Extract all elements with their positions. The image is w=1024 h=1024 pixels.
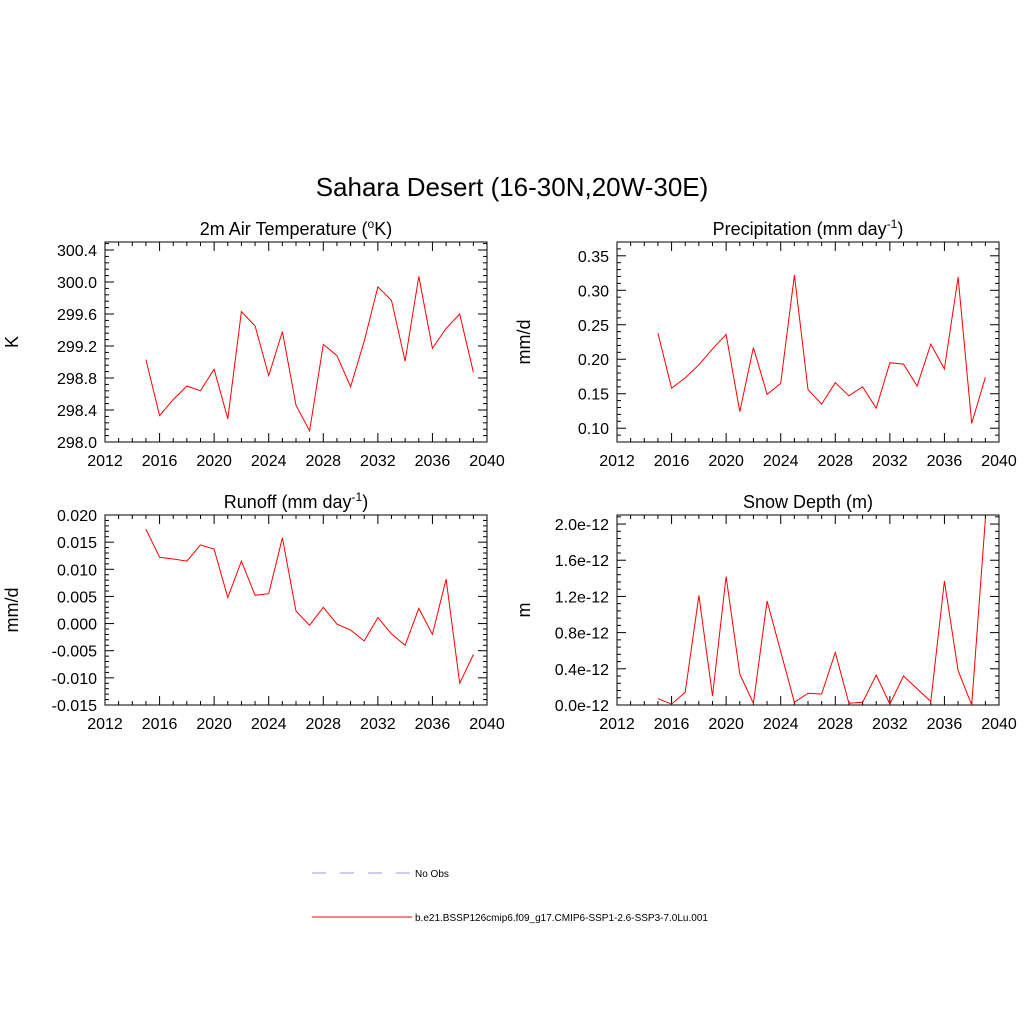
- precipitation-ytick-label: 0.20: [578, 352, 609, 369]
- air-temperature-xtick-label: 2016: [142, 453, 178, 470]
- panel-precipitation: Precipitation (mm day-1) mm/d 2012 2016 2020…: [514, 217, 1017, 470]
- figure-title: Sahara Desert (16-30N,20W-30E): [316, 172, 709, 202]
- runoff-ytick-label: -0.010: [52, 671, 97, 688]
- snow-depth-xtick-label: 2024: [763, 716, 799, 733]
- runoff-xtick-label: 2032: [360, 716, 396, 733]
- air-temperature-xtick-label: 2024: [251, 453, 287, 470]
- precipitation-xtick-label: 2012: [599, 453, 635, 470]
- snow-depth-ytick-label: 2.0e-12: [555, 517, 609, 534]
- runoff-ytick-label: 0.020: [57, 508, 97, 525]
- precipitation-ytick-label: 0.25: [578, 318, 609, 335]
- runoff-ytick-label: 0.015: [57, 535, 97, 552]
- air-temperature-xtick-label: 2012: [87, 453, 123, 470]
- runoff-xtick-label: 2040: [469, 716, 505, 733]
- snow-depth-ytick-label: 0.4e-12: [555, 662, 609, 679]
- runoff-xtick-label: 2036: [415, 716, 451, 733]
- runoff-xtick-label: 2020: [196, 716, 232, 733]
- precipitation-title: Precipitation (mm day-1): [713, 217, 904, 239]
- panel-air-temperature: 2m Air Temperature (oK) K 2012 2016 2020 2024…: [2, 217, 505, 470]
- runoff-ytick-label: 0.000: [57, 617, 97, 634]
- air-temperature-xtick-label: 2020: [196, 453, 232, 470]
- air-temperature-ytick-label: 300.4: [57, 243, 97, 260]
- precipitation-ytick-label: 0.35: [578, 249, 609, 266]
- snow-depth-xtick-label: 2016: [654, 716, 690, 733]
- air-temperature-ylabel: K: [2, 336, 22, 348]
- runoff-ylabel: mm/d: [2, 588, 22, 633]
- snow-depth-ylabel: m: [514, 603, 534, 618]
- snow-depth-ytick-label: 0.0e-12: [555, 698, 609, 715]
- precipitation-xtick-label: 2036: [927, 453, 963, 470]
- precipitation-xtick-label: 2040: [981, 453, 1017, 470]
- runoff-ytick-label: 0.005: [57, 589, 97, 606]
- air-temperature-series-line: [145, 276, 474, 433]
- precipitation-ytick-label: 0.15: [578, 387, 609, 404]
- snow-depth-xtick-label: 2032: [872, 716, 908, 733]
- precipitation-xtick-label: 2032: [872, 453, 908, 470]
- legend-obs-label: No Obs: [415, 869, 449, 880]
- runoff-xtick-label: 2016: [142, 716, 178, 733]
- precipitation-xtick-label: 2020: [708, 453, 744, 470]
- runoff-ytick-label: 0.010: [57, 562, 97, 579]
- runoff-xtick-label: 2024: [251, 716, 287, 733]
- precipitation-xtick-label: 2016: [654, 453, 690, 470]
- air-temperature-ytick-label: 299.6: [57, 307, 97, 324]
- air-temperature-ytick-label: 298.0: [57, 435, 97, 452]
- snow-depth-xtick-label: 2020: [708, 716, 744, 733]
- precipitation-ylabel: mm/d: [514, 320, 534, 365]
- snow-depth-ytick-label: 1.6e-12: [555, 553, 609, 570]
- snow-depth-ytick-label: 0.8e-12: [555, 626, 609, 643]
- runoff-xtick-label: 2028: [305, 716, 341, 733]
- air-temperature-title: 2m Air Temperature (oK): [200, 217, 392, 239]
- air-temperature-ytick-label: 298.8: [57, 371, 97, 388]
- snow-depth-plot-frame: [616, 514, 1000, 706]
- snow-depth-xtick-label: 2012: [599, 716, 635, 733]
- runoff-ytick-label: -0.005: [52, 644, 97, 661]
- air-temperature-xtick-label: 2040: [469, 453, 505, 470]
- panel-snow-depth: Snow Depth (m) m 2012 2016 2020 2024 2028 2032 2…: [514, 492, 1017, 733]
- precipitation-xtick-label: 2028: [817, 453, 853, 470]
- snow-depth-ytick-label: 1.2e-12: [555, 589, 609, 606]
- runoff-xtick-label: 2012: [87, 716, 123, 733]
- snow-depth-xtick-label: 2036: [927, 716, 963, 733]
- legend: No Obs b.e21.BSSP126cmip6.f09_g17.CMIP6-…: [312, 869, 708, 924]
- snow-depth-title: Snow Depth (m): [743, 492, 873, 512]
- air-temperature-ytick-label: 300.0: [57, 275, 97, 292]
- air-temperature-xtick-label: 2028: [305, 453, 341, 470]
- precipitation-ytick-label: 0.30: [578, 283, 609, 300]
- precipitation-ytick-label: 0.10: [578, 421, 609, 438]
- precipitation-xtick-label: 2024: [763, 453, 799, 470]
- runoff-title: Runoff (mm day-1): [224, 490, 368, 512]
- snow-depth-xtick-label: 2040: [981, 716, 1017, 733]
- precipitation-series-line: [657, 275, 986, 424]
- legend-model-label: b.e21.BSSP126cmip6.f09_g17.CMIP6-SSP1-2.…: [415, 913, 708, 924]
- air-temperature-ytick-label: 299.2: [57, 339, 97, 356]
- air-temperature-ytick-label: 298.4: [57, 403, 97, 420]
- snow-depth-xtick-label: 2028: [817, 716, 853, 733]
- panel-runoff: Runoff (mm day-1) mm/d 2012 2016 2020 2024 202…: [2, 490, 505, 733]
- precipitation-plot-frame: [616, 241, 1000, 443]
- snow-depth-series-line: [657, 518, 986, 706]
- runoff-ytick-label: -0.015: [52, 698, 97, 715]
- air-temperature-xtick-label: 2032: [360, 453, 396, 470]
- runoff-series-line: [145, 528, 474, 686]
- air-temperature-xtick-label: 2036: [415, 453, 451, 470]
